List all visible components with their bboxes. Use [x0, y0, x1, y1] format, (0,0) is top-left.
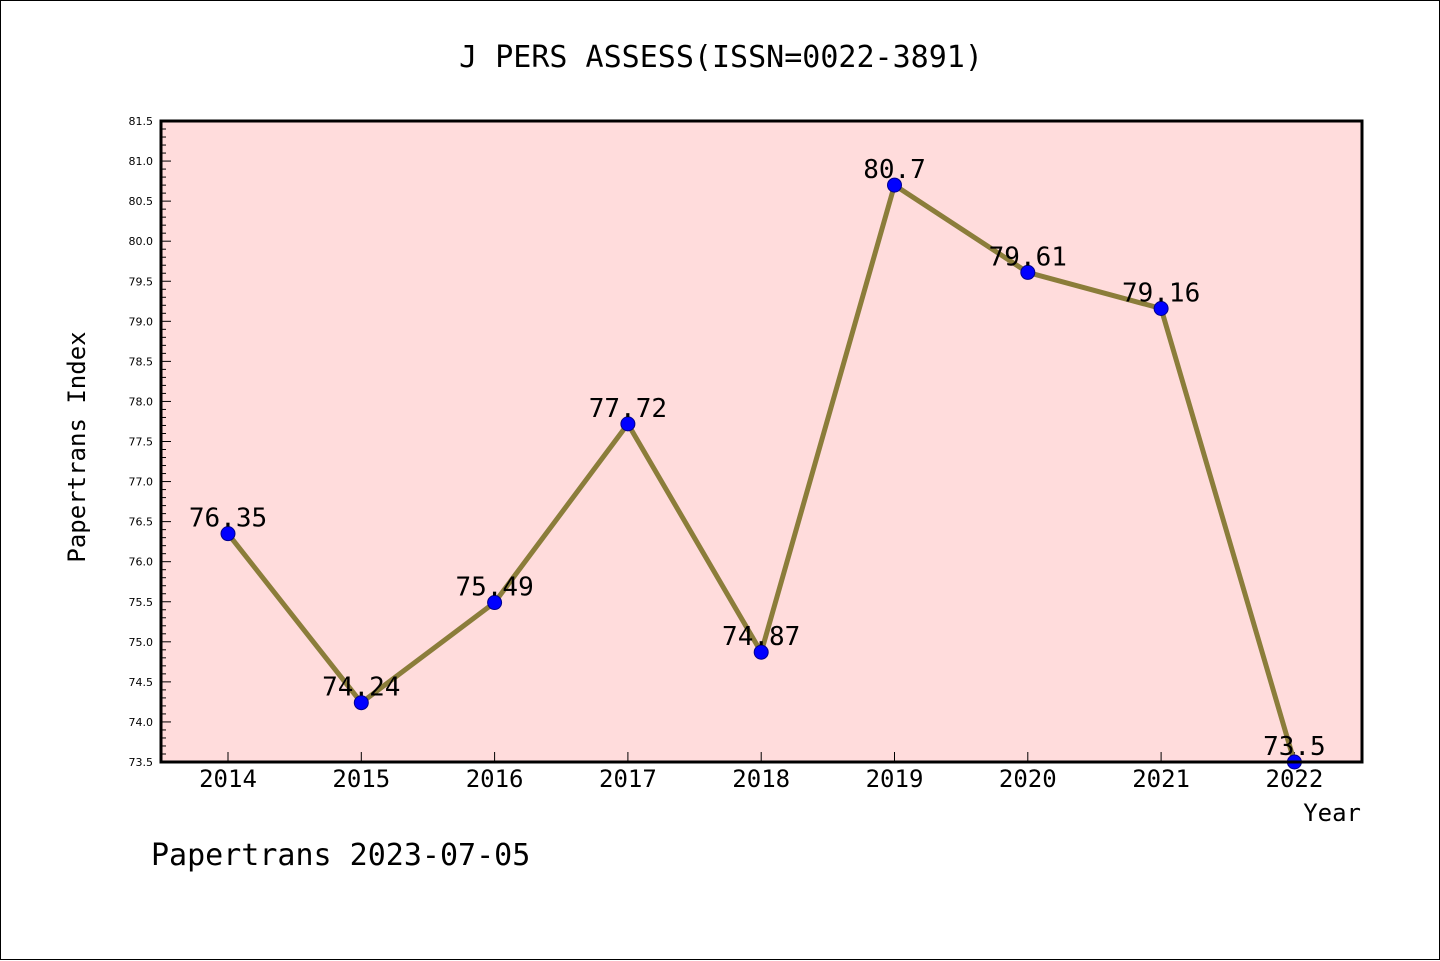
- y-tick-label: 74.5: [129, 676, 154, 689]
- x-tick-label: 2017: [599, 765, 657, 793]
- data-label: 73.5: [1263, 732, 1326, 762]
- chart-title: J PERS ASSESS(ISSN=0022-3891): [459, 40, 983, 75]
- data-point: [1153, 300, 1169, 316]
- x-tick-label: 2020: [999, 765, 1057, 793]
- data-label: 77.72: [589, 394, 667, 424]
- data-point: [887, 177, 902, 193]
- x-tick-label: 2019: [866, 765, 924, 793]
- x-axis-ticks: 2014 2015 2016 2017 2018 2019 2020 2021 2022: [199, 752, 1323, 793]
- y-tick-label: 76.5: [129, 516, 154, 529]
- data-label: 74.87: [722, 622, 800, 652]
- data-label: 76.35: [189, 504, 267, 534]
- series-layer: [220, 177, 1302, 770]
- data-point: [353, 695, 369, 711]
- y-axis-label: Papertrans Index: [63, 331, 91, 562]
- x-tick-label: 2021: [1132, 765, 1190, 793]
- x-tick-label: 2014: [199, 765, 257, 793]
- data-point: [1020, 264, 1036, 280]
- plot-area: [161, 121, 1362, 762]
- data-point: [487, 595, 503, 611]
- data-point: [620, 416, 636, 432]
- data-label: 79.61: [989, 242, 1067, 272]
- y-tick-label: 81.0: [129, 155, 154, 168]
- y-tick-label: 75.5: [129, 596, 154, 609]
- y-tick-label: 77.0: [129, 476, 154, 489]
- y-tick-label: 80.5: [129, 195, 154, 208]
- x-tick-label: 2015: [332, 765, 390, 793]
- data-label: 75.49: [455, 573, 533, 603]
- plot-border: [159, 119, 1364, 764]
- y-tick-label: 79.5: [129, 275, 154, 288]
- data-label: 79.16: [1122, 278, 1200, 308]
- data-labels: 76.35 74.24 75.49 77.72 74.87 80.7 79.61 79.16 7…: [189, 155, 1326, 762]
- y-tick-label: 78.0: [129, 395, 154, 408]
- y-tick-label: 77.5: [129, 436, 154, 449]
- data-label: 74.24: [322, 673, 400, 703]
- data-label: 80.7: [863, 155, 926, 185]
- y-tick-label: 76.0: [129, 556, 154, 569]
- y-tick-label: 73.5: [129, 756, 154, 769]
- x-axis-label: Year: [1303, 799, 1361, 827]
- footer-credit: Papertrans 2023-07-05: [151, 838, 530, 873]
- y-tick-label: 80.0: [129, 235, 154, 248]
- y-tick-label: 75.0: [129, 636, 154, 649]
- x-tick-label: 2016: [466, 765, 524, 793]
- y-tick-label: 74.0: [129, 716, 154, 729]
- data-point: [220, 526, 236, 542]
- y-tick-label: 78.5: [129, 355, 154, 368]
- x-tick-label: 2018: [732, 765, 790, 793]
- x-tick-label: 2022: [1266, 765, 1324, 793]
- y-tick-label: 79.0: [129, 315, 154, 328]
- data-point: [753, 644, 769, 660]
- y-tick-label: 81.5: [129, 115, 154, 128]
